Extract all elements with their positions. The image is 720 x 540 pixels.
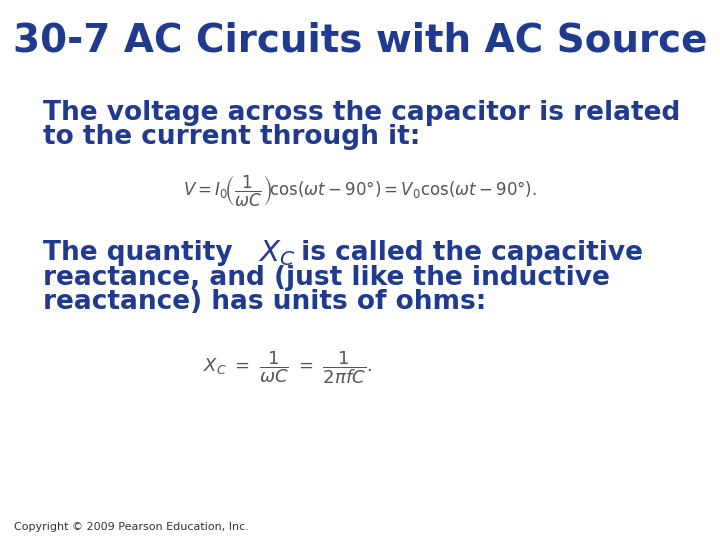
Text: is called the capacitive: is called the capacitive	[292, 240, 643, 266]
Text: The voltage across the capacitor is related: The voltage across the capacitor is rela…	[43, 100, 680, 126]
Text: to the current through it:: to the current through it:	[43, 124, 420, 150]
Text: 30-7 AC Circuits with AC Source: 30-7 AC Circuits with AC Source	[13, 22, 707, 59]
Text: $X_C \ = \ \dfrac{1}{\omega C} \ = \ \dfrac{1}{2\pi f C}.$: $X_C \ = \ \dfrac{1}{\omega C} \ = \ \df…	[204, 349, 372, 386]
Text: reactance, and (just like the inductive: reactance, and (just like the inductive	[43, 265, 610, 291]
Text: $X_C$: $X_C$	[258, 239, 295, 268]
Text: reactance) has units of ohms:: reactance) has units of ohms:	[43, 289, 487, 315]
Text: $V = I_0\!\left(\dfrac{1}{\omega C}\right)\!\cos(\omega t - 90°) = V_0\cos(\omeg: $V = I_0\!\left(\dfrac{1}{\omega C}\righ…	[183, 174, 537, 210]
Text: Copyright © 2009 Pearson Education, Inc.: Copyright © 2009 Pearson Education, Inc.	[14, 522, 249, 532]
Text: The quantity: The quantity	[43, 240, 242, 266]
